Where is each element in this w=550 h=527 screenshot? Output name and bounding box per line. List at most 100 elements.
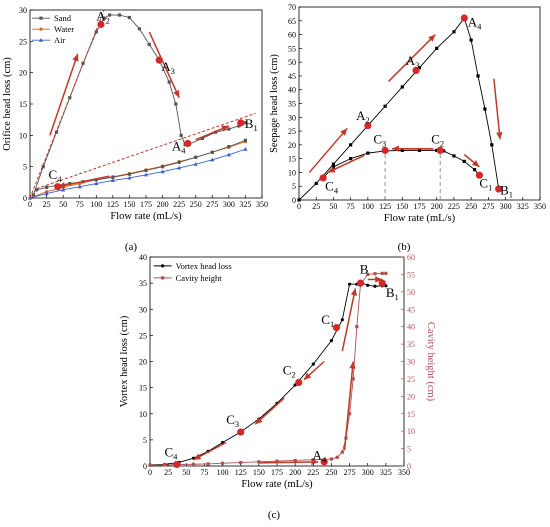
data-point: [210, 150, 214, 154]
data-point: [210, 157, 215, 162]
data-point: [107, 13, 112, 17]
arrow-up-a: [49, 53, 79, 136]
plot-frame: [149, 256, 405, 467]
x-tick-label: 50: [329, 202, 337, 211]
data-point: [194, 155, 198, 159]
data-point: [331, 162, 336, 166]
data-point: [94, 30, 98, 34]
data-point: [417, 148, 422, 152]
data-point: [347, 282, 352, 286]
label-c2: C2: [431, 131, 444, 148]
data-point: [373, 284, 377, 288]
data-point: [314, 181, 318, 186]
data-point: [81, 61, 85, 65]
x-tick-label: 300: [223, 200, 235, 209]
data-point: [94, 178, 98, 182]
y-tick-label: 45: [288, 72, 296, 81]
data-point: [127, 15, 132, 20]
data-point: [44, 185, 49, 189]
data-point: [275, 459, 279, 463]
data-point: [117, 13, 122, 17]
x-tick-label: 275: [206, 200, 218, 209]
panel-label: (c): [268, 509, 281, 521]
x-tick-label: 300: [500, 202, 512, 211]
y-axis-label: Orifice head loss (cm): [2, 57, 13, 151]
x-axis-label: Flow rate (mL/s): [110, 211, 182, 222]
y-tick-label: 20: [288, 141, 296, 150]
data-point: [243, 121, 248, 125]
data-point: [177, 160, 181, 164]
y-tick-label: 10: [288, 168, 296, 177]
x-tick-label: 200: [431, 202, 443, 211]
arrow-c1c2-head: [303, 372, 312, 380]
data-point: [349, 143, 353, 147]
key-point-a3: [412, 66, 420, 75]
key-point-c3: [237, 428, 245, 436]
x-tick-label: 0: [148, 468, 152, 477]
arrow-c2c3-head: [391, 145, 399, 152]
data-point: [311, 362, 315, 366]
data-point: [160, 169, 165, 174]
key-point-b: [356, 279, 365, 287]
key-point-b1: [378, 279, 386, 287]
y2-tick-label: 30: [407, 358, 415, 367]
y2-tick-label: 10: [407, 427, 415, 436]
label-a2: A2: [356, 108, 370, 125]
y-tick-label: 10: [139, 410, 147, 419]
x-tick-label: 75: [200, 468, 208, 477]
legend-marker: [38, 37, 43, 42]
arrow-right-c: [258, 461, 319, 464]
data-point: [61, 187, 66, 192]
x-tick-label: 75: [347, 202, 355, 211]
data-point: [174, 102, 178, 106]
data-point: [177, 165, 182, 170]
arrow-b-b1-head: [375, 276, 383, 283]
series-line-2: [29, 148, 246, 199]
data-point: [366, 283, 370, 287]
data-point: [469, 38, 473, 42]
y-tick-label: 40: [288, 86, 296, 95]
key-point-c1: [332, 323, 341, 332]
y-tick-label: 5: [292, 182, 296, 191]
x-tick-label: 275: [482, 202, 494, 211]
data-point: [243, 146, 248, 151]
data-point: [293, 458, 297, 463]
data-point: [297, 198, 301, 202]
arrow-c2c3-head: [255, 417, 263, 425]
data-point: [147, 42, 151, 47]
data-point: [144, 168, 148, 173]
x-tick-label: 300: [362, 468, 374, 477]
data-point: [435, 46, 439, 50]
data-point: [111, 175, 115, 179]
arrow-up-b1-head: [340, 128, 348, 136]
key-point-c4: [319, 174, 327, 182]
x-axis-label: Flow rate (mL/s): [241, 479, 313, 490]
panel-label: (a): [125, 241, 138, 253]
legend-marker: [39, 16, 43, 20]
y-tick-label: 0: [23, 194, 27, 203]
label-c1: C1: [321, 312, 334, 329]
data-point: [162, 463, 167, 467]
data-point: [355, 325, 359, 329]
data-point: [472, 168, 477, 172]
data-point: [329, 457, 334, 461]
label-a3: A3: [406, 53, 420, 70]
data-point: [144, 172, 148, 177]
label-c4: C4: [165, 445, 179, 462]
data-point: [44, 191, 49, 196]
x-tick-label: 25: [164, 468, 172, 477]
data-point: [206, 462, 210, 466]
y-tick-label: 15: [139, 384, 147, 393]
legend-label: Vortex head loss: [176, 261, 232, 271]
key-point-a2: [97, 20, 105, 29]
data-point: [200, 136, 204, 141]
y-tick-label: 0: [292, 196, 296, 205]
data-point: [329, 339, 334, 343]
data-point: [239, 460, 243, 465]
y-tick-label: 40: [139, 253, 147, 262]
x-tick-label: 125: [379, 202, 391, 211]
label-b1: B1: [245, 116, 258, 133]
legend-label: Air: [54, 35, 66, 45]
x-tick-label: 100: [362, 202, 374, 211]
arrow-down-a: [148, 31, 180, 99]
